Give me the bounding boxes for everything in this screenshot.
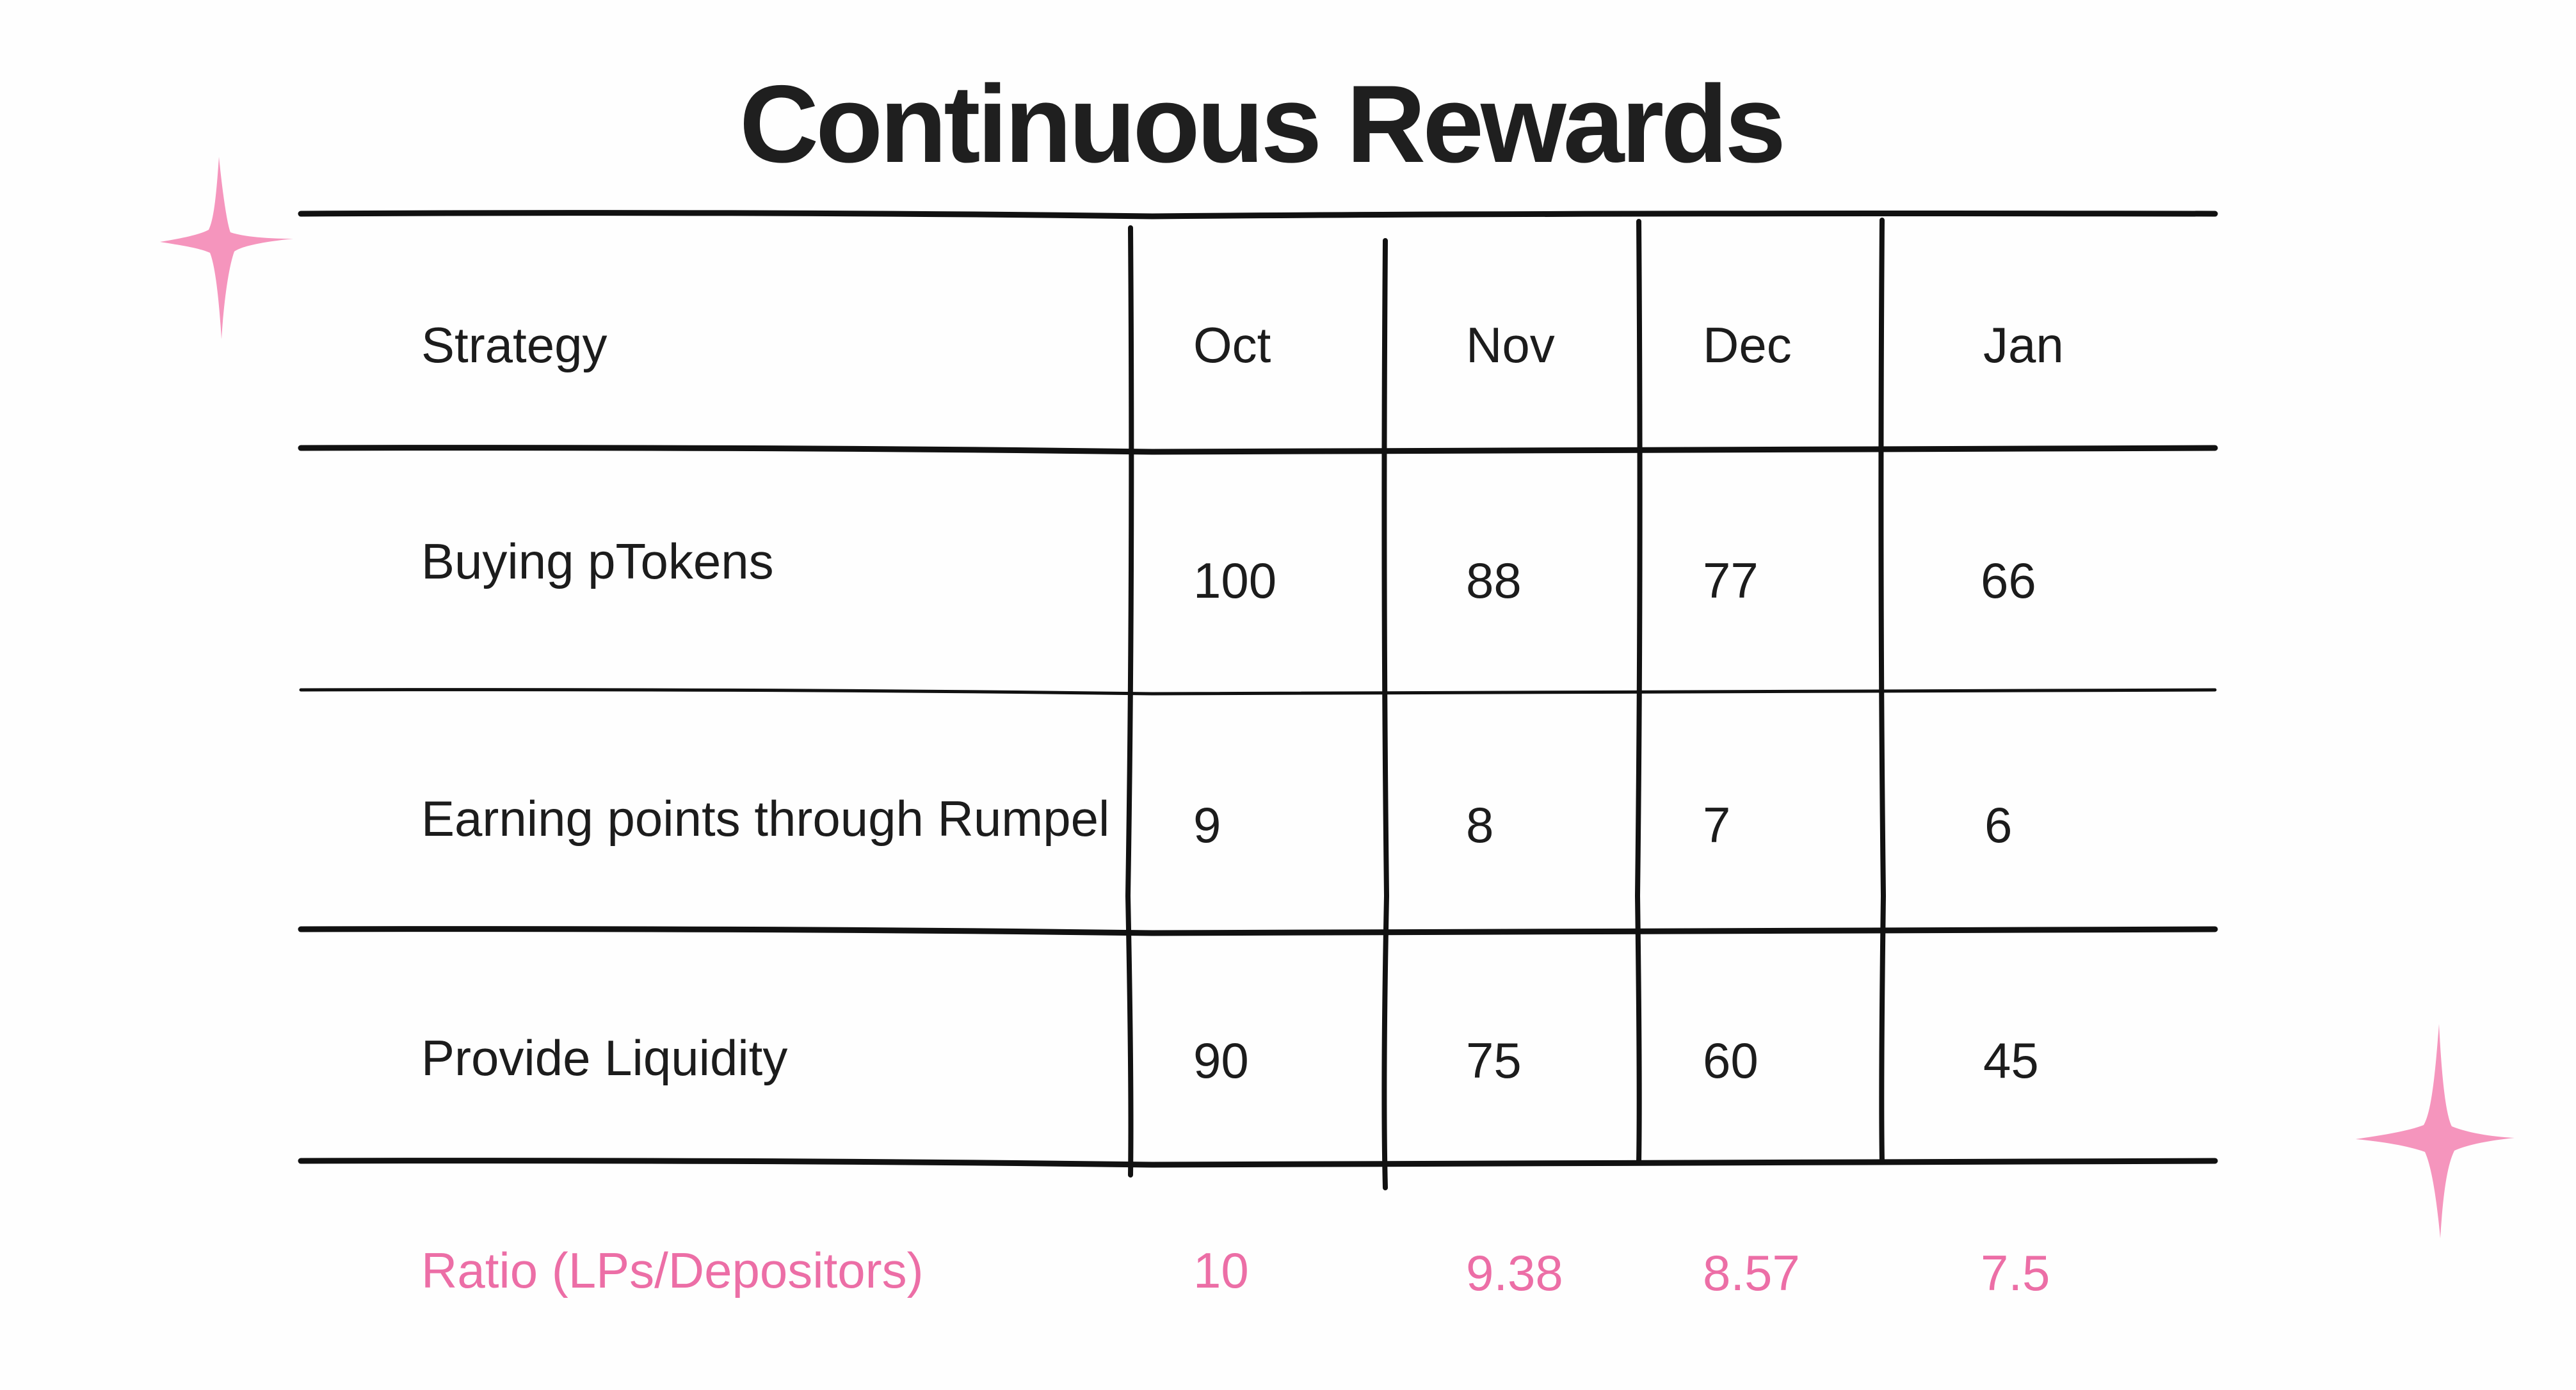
rule-header xyxy=(298,445,2218,455)
row-label-buying-ptokens: Buying pTokens xyxy=(421,533,774,589)
row1-dec: 77 xyxy=(1703,552,1759,609)
horizontal-rules xyxy=(298,210,2218,1168)
row-label-earning-points: Earning points through Rumpel xyxy=(421,790,1110,847)
row2-dec: 7 xyxy=(1703,797,1731,853)
rule-row1 xyxy=(299,688,2217,696)
header-oct: Oct xyxy=(1193,317,1271,373)
row3-nov: 75 xyxy=(1466,1032,1522,1089)
row2-jan: 6 xyxy=(1984,797,2013,853)
ratio-jan: 7.5 xyxy=(1981,1245,2050,1301)
header-jan: Jan xyxy=(1983,317,2064,373)
ratio-label: Ratio (LPs/Depositors) xyxy=(421,1242,924,1298)
ratio-nov: 9.38 xyxy=(1466,1245,1563,1301)
row3-dec: 60 xyxy=(1703,1032,1759,1089)
chart-title: Continuous Rewards xyxy=(739,63,1786,186)
row2-oct: 9 xyxy=(1193,797,1221,853)
header-dec: Dec xyxy=(1703,317,1792,373)
rule-row2 xyxy=(298,926,2218,936)
ratio-oct: 10 xyxy=(1193,1242,1249,1298)
row3-oct: 90 xyxy=(1193,1032,1249,1089)
row-label-provide-liquidity: Provide Liquidity xyxy=(421,1030,788,1086)
col-rule-1 xyxy=(1125,225,1134,1178)
sparkle-icon xyxy=(2356,1024,2515,1238)
sparkle-icon xyxy=(160,157,293,339)
rule-row3 xyxy=(298,1158,2218,1168)
row3-jan: 45 xyxy=(1983,1032,2039,1089)
row1-jan: 66 xyxy=(1981,552,2036,609)
header-strategy: Strategy xyxy=(421,317,608,373)
col-rule-2 xyxy=(1381,238,1390,1190)
row2-nov: 8 xyxy=(1466,797,1494,853)
vertical-rules xyxy=(1125,218,1887,1190)
col-rule-4 xyxy=(1878,218,1887,1165)
col-rule-3 xyxy=(1634,219,1643,1165)
header-nov: Nov xyxy=(1466,317,1555,373)
row1-oct: 100 xyxy=(1193,552,1277,609)
row1-nov: 88 xyxy=(1466,552,1522,609)
rule-top xyxy=(298,210,2218,220)
ratio-dec: 8.57 xyxy=(1703,1245,1800,1301)
